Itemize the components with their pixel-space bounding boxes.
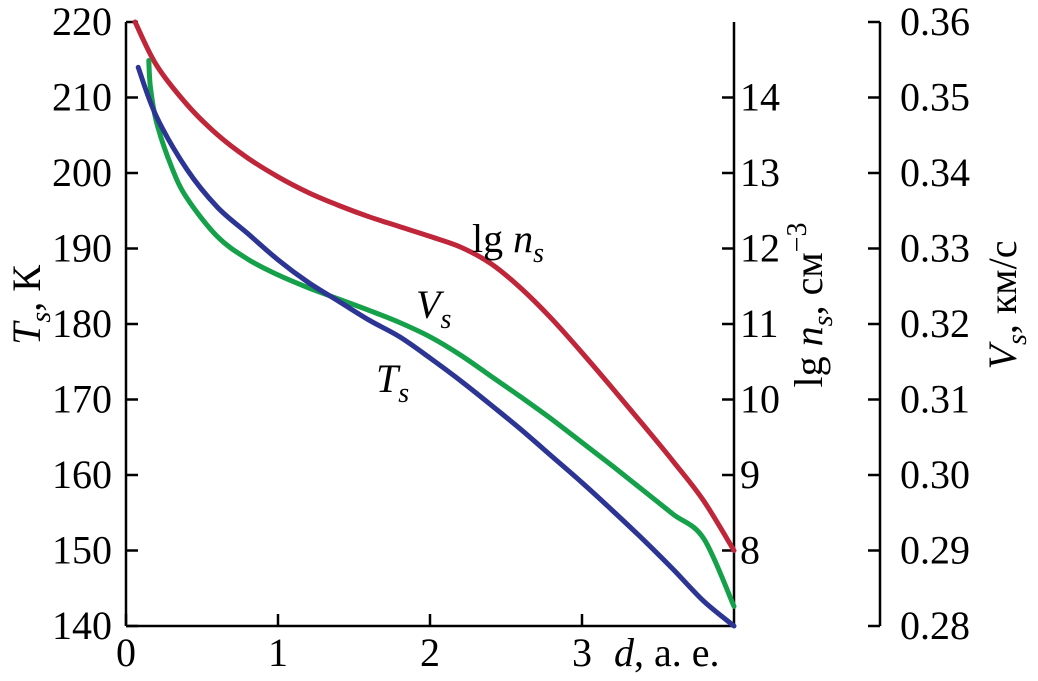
series-line-1	[146, 58, 737, 609]
left-tick-label-7: 210	[52, 75, 112, 120]
right-tick-label-6: 0.34	[900, 150, 970, 195]
left-tick-label-0: 140	[52, 603, 112, 648]
x-axis-title: d, а. е.	[614, 630, 720, 675]
right-tick-label-8: 0.36	[900, 0, 970, 44]
middle-tick-label-5: 13	[740, 150, 780, 195]
right-tick-label-4: 0.32	[900, 301, 970, 346]
x-tick-label-1: 1	[268, 630, 288, 675]
left-tick-label-6: 200	[52, 150, 112, 195]
left-tick-label-5: 190	[52, 226, 112, 271]
right-tick-label-5: 0.33	[900, 226, 970, 271]
right-tick-label-7: 0.35	[900, 75, 970, 120]
series-lines	[132, 19, 737, 629]
x-axis-title-rest: , а. е.	[634, 630, 720, 675]
left-tick-label-2: 160	[52, 452, 112, 497]
tick-labels: 0 1 2 3 d, а. е.1401501601701801902002102208…	[52, 0, 970, 675]
middle-tick-label-1: 9	[740, 452, 760, 497]
middle-tick-label-6: 14	[740, 75, 780, 120]
right-axis-title: Vs, км/с	[980, 241, 1033, 370]
right-tick-label-1: 0.29	[900, 528, 970, 573]
middle-tick-label-3: 11	[740, 301, 779, 346]
tick-marks	[124, 20, 880, 628]
series-line-2	[135, 64, 737, 629]
middle-tick-label-0: 8	[740, 528, 760, 573]
left-tick-label-4: 180	[52, 301, 112, 346]
x-tick-label-2: 2	[420, 630, 440, 675]
x-axis-title-var: d	[614, 630, 635, 675]
left-tick-label-3: 170	[52, 377, 112, 422]
left-tick-label-8: 220	[52, 0, 112, 44]
x-tick-label-0: 0	[116, 630, 136, 675]
middle-tick-label-4: 12	[740, 226, 780, 271]
right-tick-label-2: 0.30	[900, 452, 970, 497]
left-tick-label-1: 150	[52, 528, 112, 573]
middle-axis-title: lg ns, см−3	[782, 223, 839, 388]
x-tick-label-3: 3	[572, 630, 592, 675]
series-line-0	[132, 19, 737, 553]
series-label-1: Vs	[416, 282, 451, 335]
right-tick-label-3: 0.31	[900, 377, 970, 422]
axis-titles: Ts, К lg ns, см−3 Vs, км/с	[4, 223, 1033, 388]
series-label-0: lg ns	[472, 216, 544, 269]
left-axis-title: Ts, К	[4, 265, 57, 345]
right-tick-label-0: 0.28	[900, 603, 970, 648]
middle-tick-label-2: 10	[740, 377, 780, 422]
series-label-2: Ts	[376, 356, 409, 409]
